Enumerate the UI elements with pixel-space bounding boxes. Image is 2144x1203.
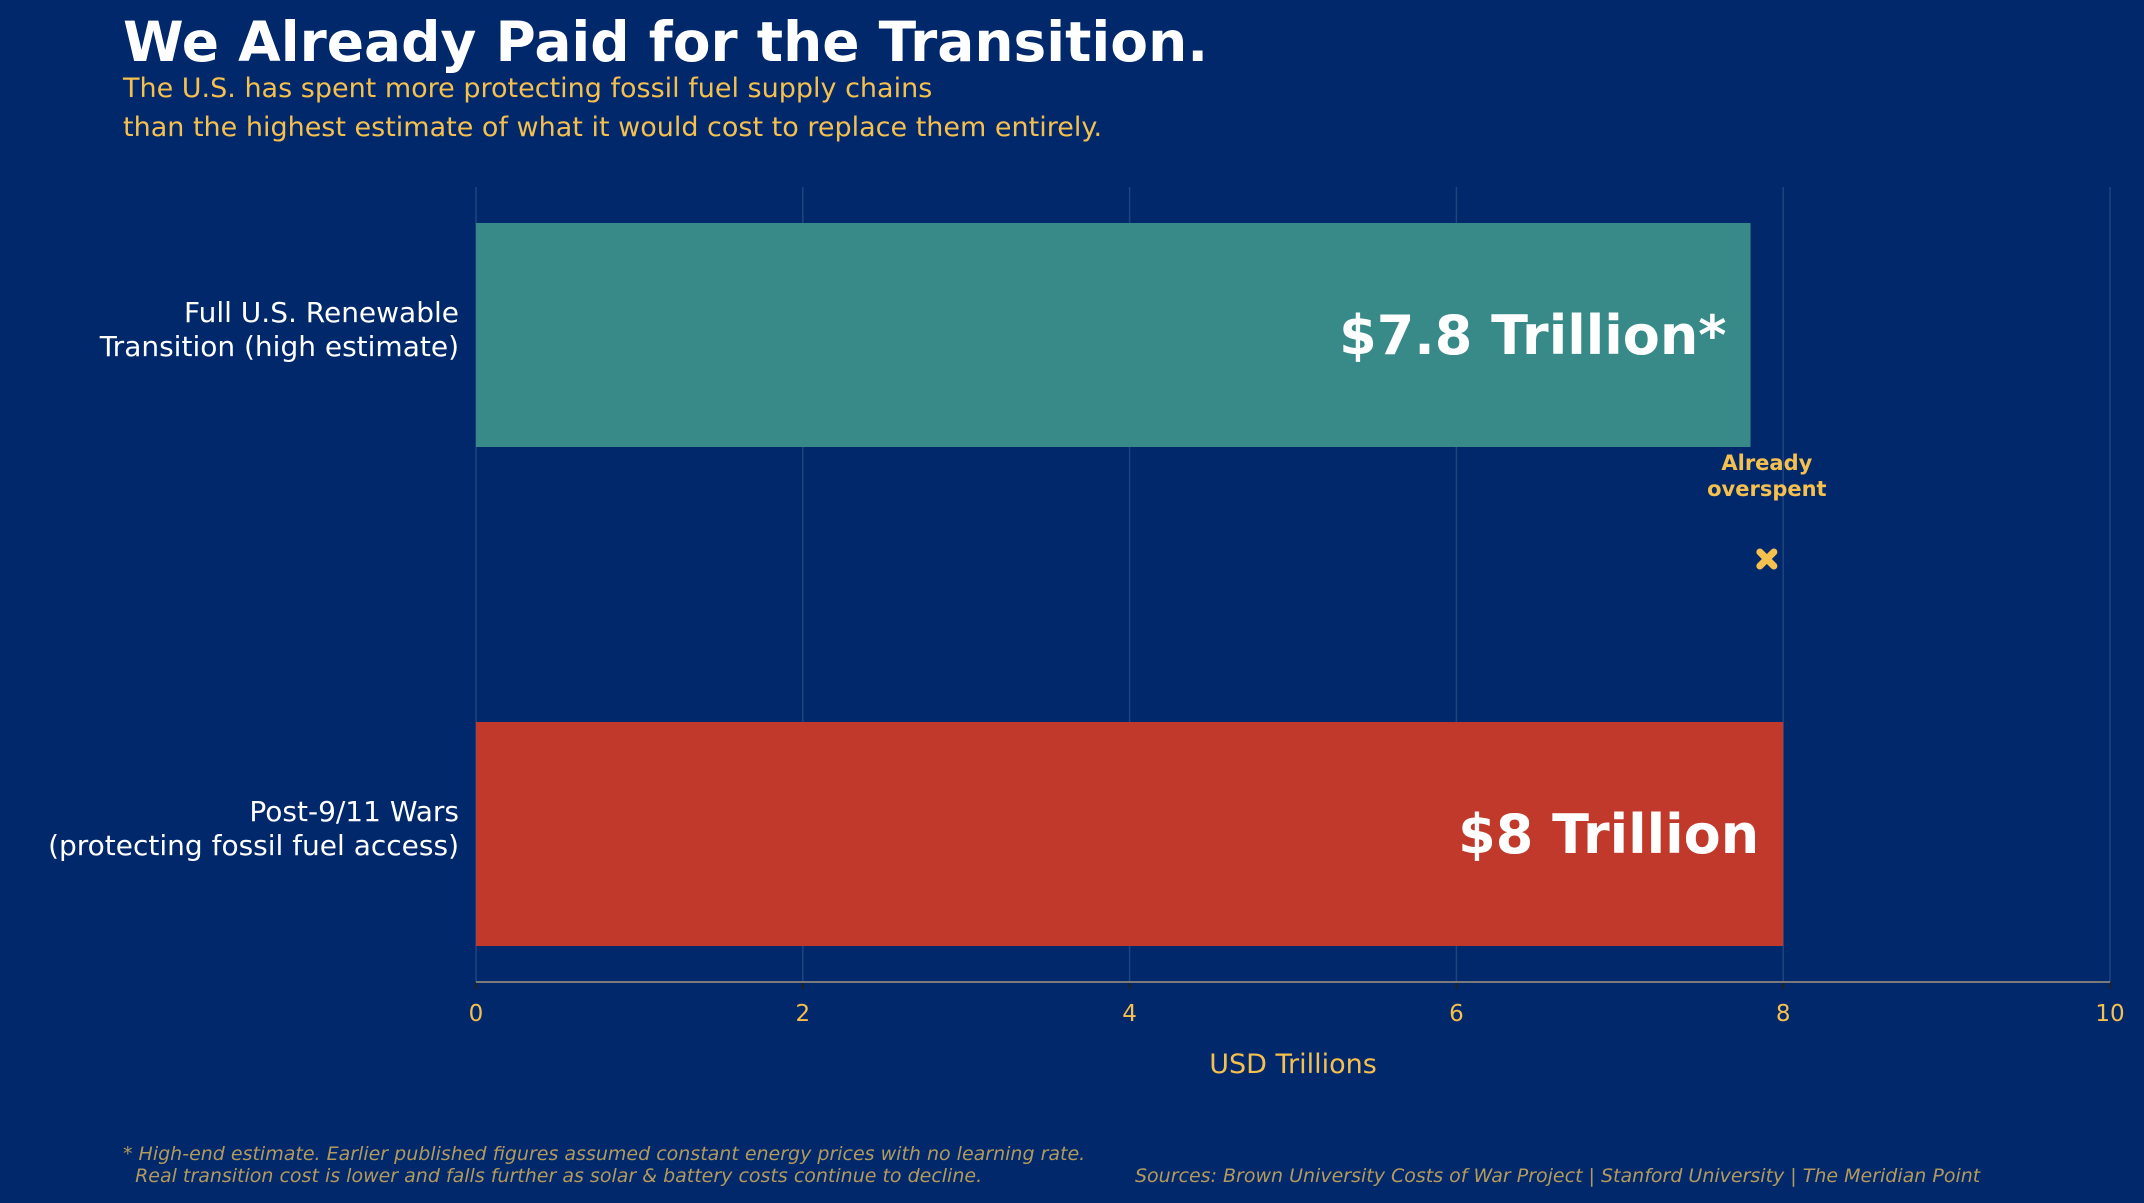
y-tick-label: Full U.S. Renewable <box>184 296 459 329</box>
x-tick-label: 2 <box>795 1001 810 1027</box>
sources: Sources: Brown University Costs of War P… <box>1135 1165 1982 1187</box>
bars: $7.8 Trillion* Full U.S. RenewableTransit… <box>48 223 1784 946</box>
y-tick-label: (protecting fossil fuel access) <box>48 829 459 862</box>
y-tick-label: Transition (high estimate) <box>99 330 459 363</box>
x-tick-label: 6 <box>1449 1001 1464 1027</box>
chart-title: We Already Paid for the Transition. <box>123 10 1208 74</box>
x-tick-label: 10 <box>2095 1001 2124 1027</box>
x-tick-label: 0 <box>469 1001 484 1027</box>
bar <box>476 223 1751 447</box>
bar <box>476 722 1784 946</box>
x-axis: 0 2 4 6 8 10 <box>469 981 2125 1027</box>
bar-value-label: $8 Trillion <box>1458 803 1759 866</box>
chart-subtitle-line-2: than the highest estimate of what it wou… <box>123 112 1102 143</box>
footnote-line-2: Real transition cost is lower and falls … <box>123 1165 982 1187</box>
annotation-text: overspent <box>1707 477 1826 501</box>
bar-value-label: $7.8 Trillion* <box>1339 304 1726 367</box>
x-tick-label: 8 <box>1776 1001 1791 1027</box>
y-tick-label: Post-9/11 Wars <box>249 795 459 828</box>
chart-subtitle-line-1: The U.S. has spent more protecting fossi… <box>122 73 932 104</box>
x-axis-label: USD Trillions <box>1209 1049 1377 1080</box>
footnote-line-1: * High-end estimate. Earlier published f… <box>123 1143 1085 1165</box>
annotation-text: Already <box>1721 451 1812 475</box>
x-tick-label: 4 <box>1122 1001 1137 1027</box>
annotation-marker-icon <box>1756 548 1778 570</box>
